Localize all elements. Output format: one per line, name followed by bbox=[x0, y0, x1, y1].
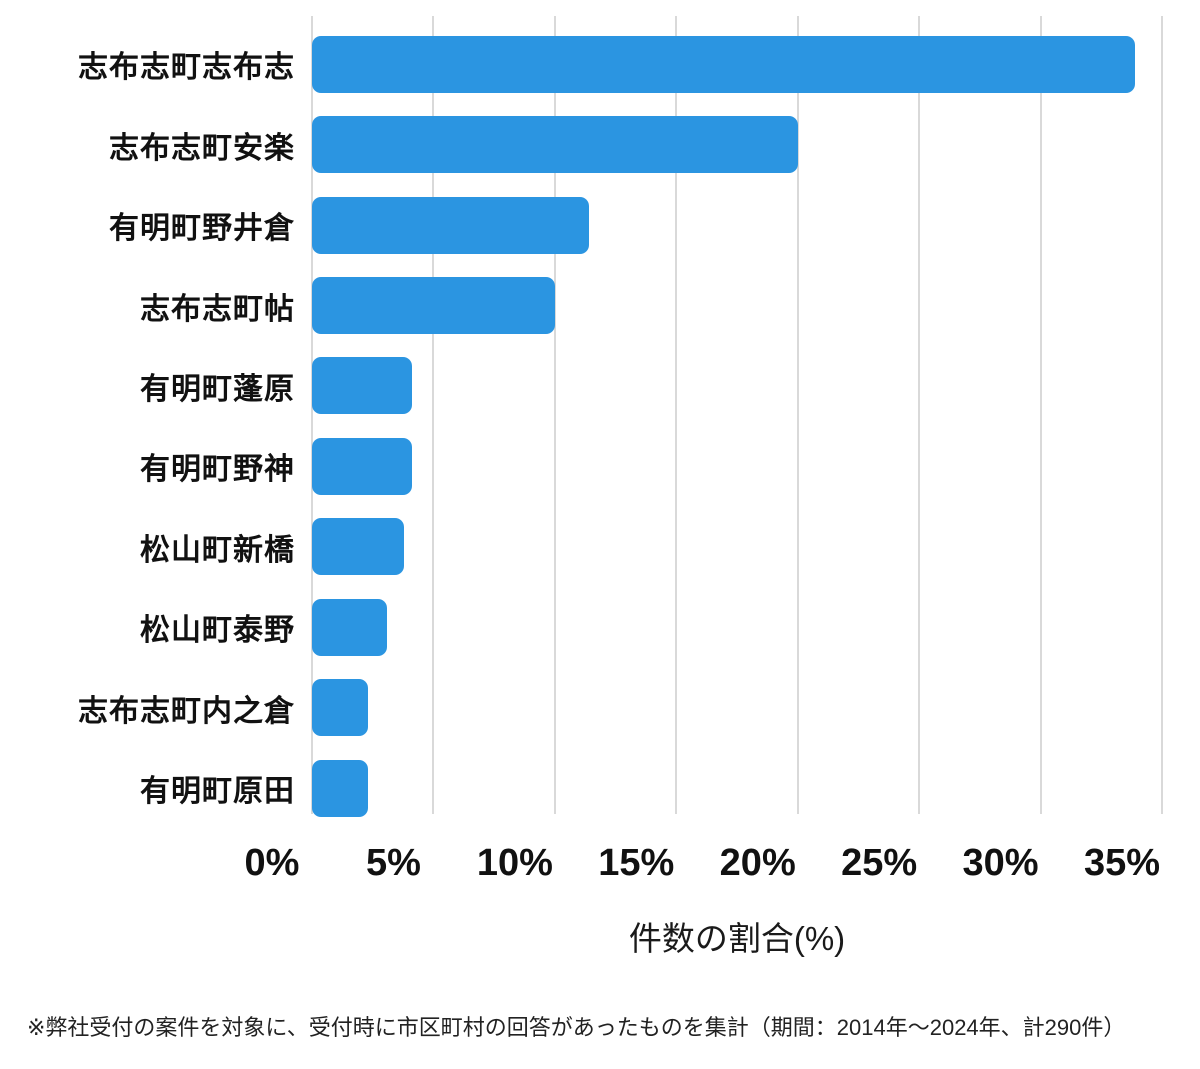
category-label: 有明町蓬原 bbox=[140, 372, 295, 406]
gridline bbox=[311, 16, 313, 814]
gridline bbox=[1161, 16, 1163, 814]
x-axis-tick-label: 25% bbox=[841, 842, 918, 884]
x-axis-title: 件数の割合(%) bbox=[628, 920, 846, 957]
x-axis-tick-label: 10% bbox=[476, 842, 553, 884]
gridline bbox=[553, 16, 556, 814]
gridline bbox=[796, 16, 799, 814]
gridline bbox=[1039, 16, 1042, 814]
x-axis-tick-label: 0% bbox=[244, 842, 300, 884]
bar bbox=[312, 518, 405, 576]
x-axis-tick-label: 20% bbox=[719, 842, 796, 884]
bar bbox=[312, 437, 412, 495]
category-label: 有明町野井倉 bbox=[109, 212, 295, 246]
category-label: 志布志町帖 bbox=[140, 292, 295, 326]
x-axis-tick-label: 35% bbox=[1083, 842, 1161, 884]
x-axis-tick-label: 5% bbox=[365, 842, 421, 884]
bar bbox=[312, 196, 589, 254]
category-label: 志布志町安楽 bbox=[109, 131, 295, 165]
category-label: 松山町新橋 bbox=[140, 533, 295, 567]
bar bbox=[312, 116, 798, 174]
x-axis-tick-label: 15% bbox=[598, 842, 675, 884]
bar bbox=[312, 277, 555, 335]
category-label: 志布志町内之倉 bbox=[78, 694, 295, 728]
plot-area bbox=[311, 16, 1163, 817]
gridline bbox=[432, 16, 435, 814]
bar bbox=[312, 759, 368, 817]
bar bbox=[312, 35, 1136, 93]
gridline bbox=[918, 16, 921, 814]
category-label: 有明町野神 bbox=[140, 453, 295, 487]
chart-footnote: ※弊社受付の案件を対象に、受付時に市区町村の回答があったものを集計（期間：201… bbox=[27, 1015, 1126, 1040]
category-label: 松山町泰野 bbox=[140, 614, 295, 648]
category-label: 志布志町志布志 bbox=[78, 51, 295, 85]
bar bbox=[312, 598, 388, 656]
bar bbox=[312, 679, 368, 737]
x-axis-tick-label: 30% bbox=[962, 842, 1039, 884]
gridline bbox=[675, 16, 678, 814]
bar bbox=[312, 357, 412, 415]
category-label: 有明町原田 bbox=[140, 775, 295, 809]
